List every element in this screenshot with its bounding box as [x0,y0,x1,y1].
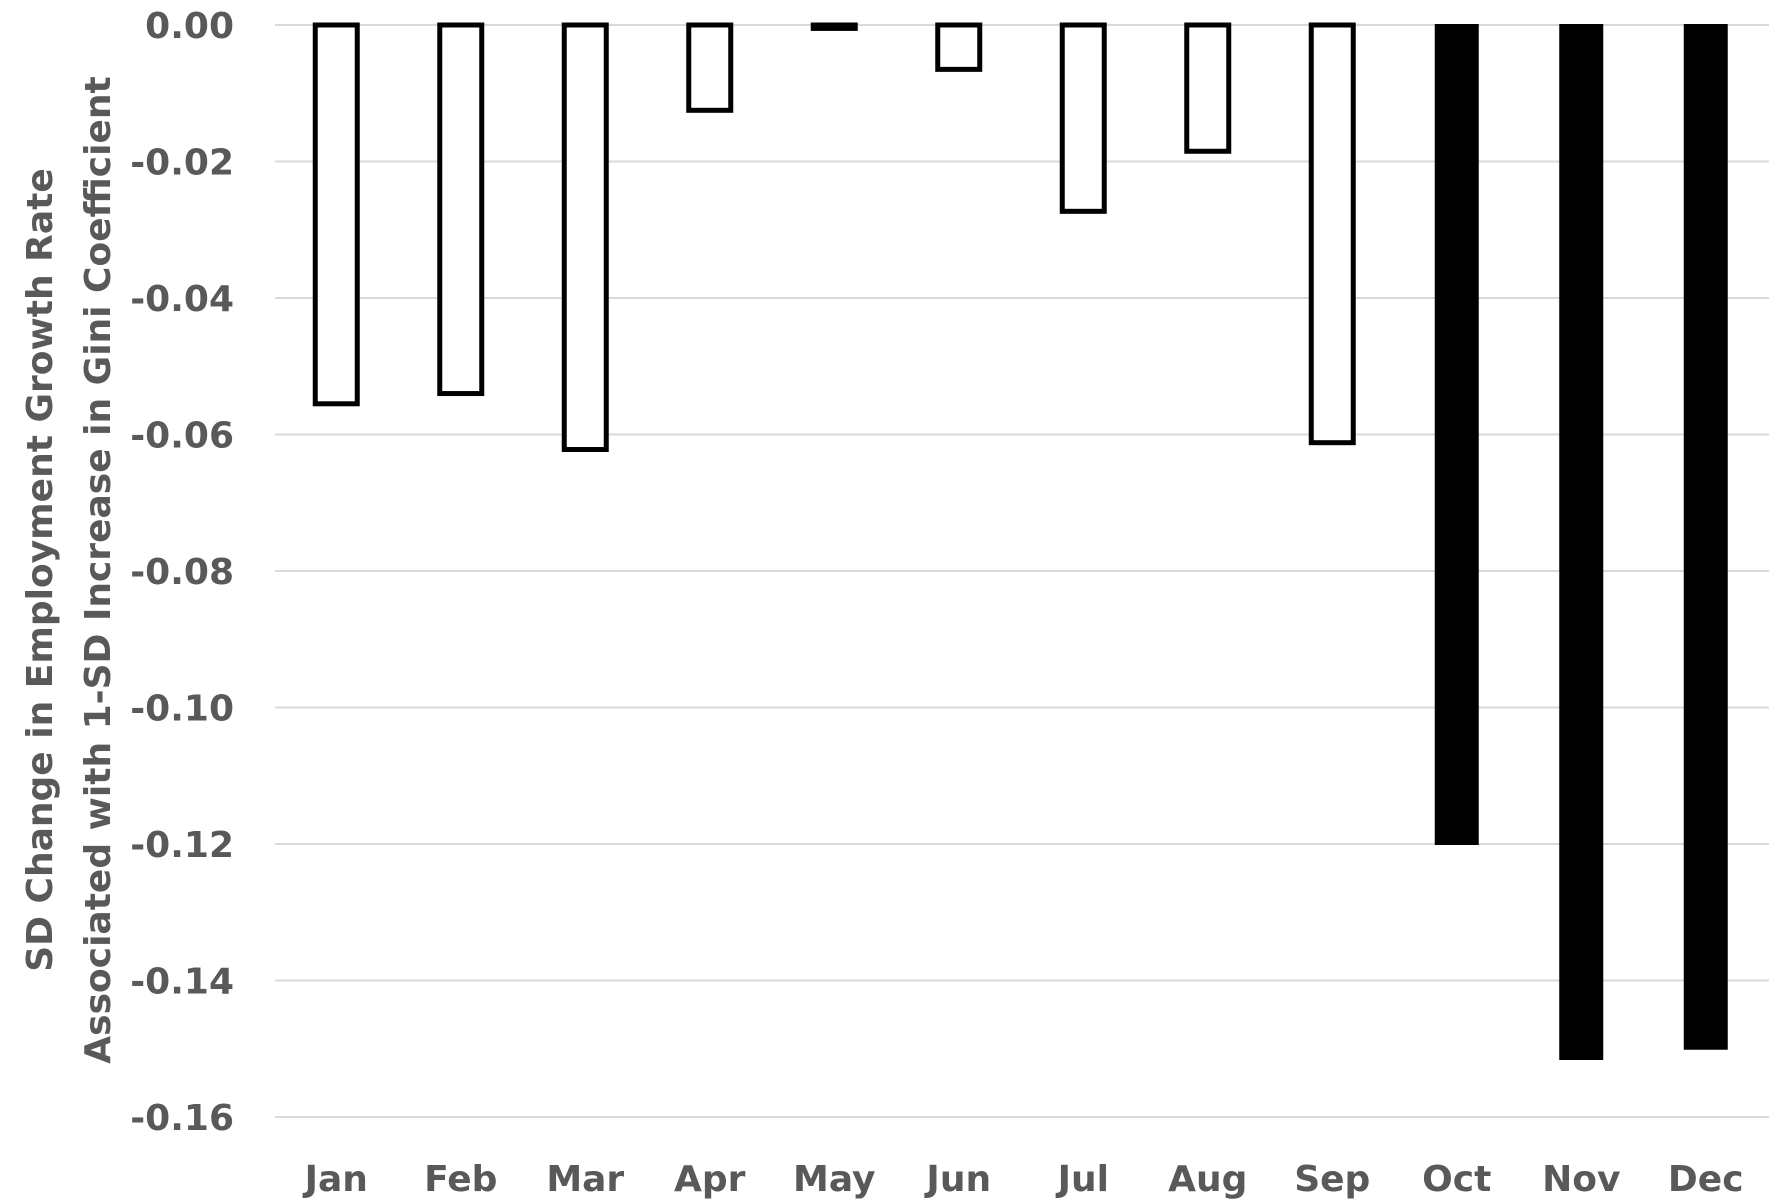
y-tick-label: -0.10 [130,689,234,730]
y-axis-title-line-1: SD Change in Employment Growth Rate [20,168,61,972]
x-tick-label: Dec [1668,1159,1744,1200]
bar-dec [1683,24,1728,1050]
bar-oct [1434,24,1479,845]
bar-mar [561,22,609,453]
bar-jan [312,22,360,407]
y-tick-label: -0.08 [130,552,234,593]
y-tick-label: -0.02 [130,143,234,184]
bar-nov [1559,24,1604,1060]
y-tick-label: -0.12 [130,825,234,866]
y-tick-label: -0.04 [130,279,234,320]
x-tick-label: Oct [1422,1159,1491,1200]
x-tick-label: Sep [1294,1159,1370,1200]
bar-may [810,22,858,31]
x-tick-label: Jul [1055,1159,1109,1200]
x-tick-label: Jun [923,1159,991,1200]
x-tick-label: Apr [674,1159,746,1200]
x-tick-label: Aug [1168,1159,1247,1200]
x-axis-ticks: Jan Feb Mar Apr May Jun Jul Aug Sep Oct Nov Dec [302,1159,1744,1200]
x-tick-label: Nov [1542,1159,1620,1200]
y-tick-label: -0.06 [130,416,234,457]
bars [312,22,1728,1060]
bar-jun [935,22,983,72]
bar-aug [1184,22,1232,154]
y-tick-label: -0.16 [130,1098,234,1139]
x-tick-label: May [793,1159,875,1200]
y-tick-label: 0.00 [145,6,234,47]
x-tick-label: Jan [302,1159,368,1200]
bar-jul [1059,22,1107,214]
y-axis-ticks: 0.00 -0.02 -0.04 -0.06 -0.08 -0.10 -0.12 -0.14 -… [130,6,234,1139]
x-tick-label: Feb [424,1159,497,1200]
y-tick-label: -0.14 [130,962,234,1003]
x-tick-label: Mar [546,1159,624,1200]
gridlines [275,24,1769,1118]
bar-feb [437,22,485,397]
y-axis-title-line-2: Associated with 1-SD Increase in Gini Co… [78,76,119,1063]
bar-apr [686,22,734,113]
bar-sep [1308,22,1356,446]
